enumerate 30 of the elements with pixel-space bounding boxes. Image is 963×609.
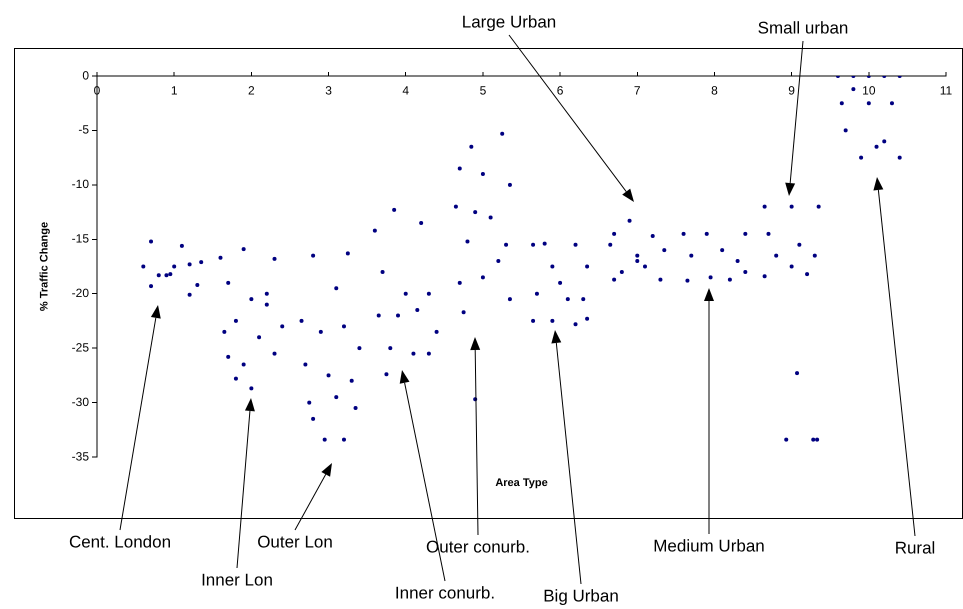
x-tick-label: 10 [862, 84, 876, 98]
y-tick-label: -10 [72, 177, 90, 192]
text: Medium Urban [653, 536, 765, 556]
text: Small urban [758, 18, 848, 38]
text: Inner Lon [201, 570, 273, 590]
x-tick-label: 2 [248, 84, 256, 98]
y-tick-label: 0 [82, 68, 90, 82]
y-tick-label: -30 [72, 394, 90, 409]
y-axis-title: % Traffic Change [38, 222, 51, 312]
x-axis-title: Area Type [495, 477, 548, 490]
y-tick-label: -25 [72, 340, 90, 354]
x-tick-label: 3 [325, 84, 332, 98]
y-tick-label: -15 [72, 232, 90, 246]
x-tick-label: 11 [940, 84, 953, 98]
text: Large Urban [462, 12, 556, 32]
text: Big Urban [543, 586, 619, 606]
text: Rural [894, 538, 936, 558]
text: Cent. London [68, 532, 172, 552]
x-tick-label: 9 [788, 84, 796, 98]
text: Outer Lon [257, 532, 333, 552]
x-tick-label: 4 [402, 84, 410, 98]
x-tick-label: 7 [634, 84, 641, 98]
y-tick-label: -35 [72, 449, 90, 464]
x-tick-label: 6 [556, 84, 564, 98]
x-tick-label: 8 [711, 84, 718, 98]
x-tick-label: 5 [480, 84, 487, 98]
x-tick-label: 1 [170, 84, 178, 98]
y-tick-label: -5 [78, 122, 90, 137]
y-tick-label: -20 [72, 286, 90, 300]
text: Inner conurb. [394, 584, 496, 603]
